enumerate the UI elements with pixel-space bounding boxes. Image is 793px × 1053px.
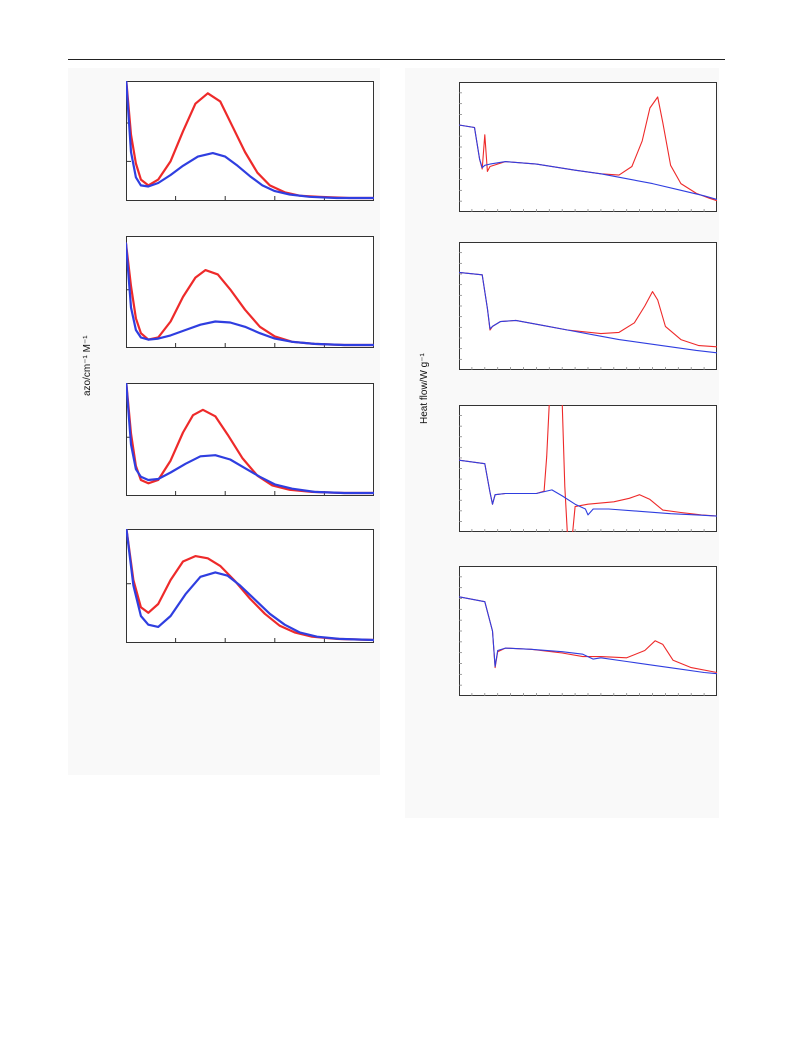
- blue-series-line: [459, 596, 717, 675]
- series-group: [459, 96, 717, 202]
- blue-series-line: [126, 383, 374, 495]
- blue-series-line: [126, 242, 374, 347]
- blue-series-line: [459, 271, 717, 354]
- series-group: [126, 529, 374, 642]
- plot-frame: [459, 566, 717, 696]
- red-series-line: [126, 383, 374, 495]
- red-series-line: [459, 271, 717, 348]
- series-group: [459, 271, 717, 354]
- series-group: [459, 405, 717, 532]
- plot-frame: [126, 81, 374, 201]
- absorption-plot-1: [126, 81, 374, 201]
- plot-frame: [459, 242, 717, 370]
- absorption-plot-4: [126, 529, 374, 643]
- absorption-plot-2: [126, 236, 374, 348]
- series-group: [126, 383, 374, 495]
- series-group: [126, 81, 374, 200]
- blue-series-line: [459, 459, 717, 517]
- red-series-line: [459, 96, 717, 202]
- series-group: [459, 596, 717, 675]
- dsc-plot-3: [459, 405, 717, 532]
- header-rule: [68, 59, 725, 60]
- plot-frame: [126, 529, 374, 643]
- dsc-plot-1: [459, 82, 717, 212]
- plot-frame: [126, 383, 374, 496]
- dsc-plot-2: [459, 242, 717, 370]
- absorption-y-axis-label: azo/cm⁻¹ M⁻¹: [82, 335, 93, 396]
- red-series-line: [126, 529, 374, 642]
- blue-series-line: [459, 124, 717, 201]
- dsc-plot-4: [459, 566, 717, 696]
- plot-frame: [459, 82, 717, 212]
- blue-series-line: [126, 81, 374, 200]
- series-group: [126, 242, 374, 347]
- heat-flow-y-axis-label: Heat flow/W g⁻¹: [419, 353, 430, 424]
- blue-series-line: [126, 529, 374, 642]
- absorption-plot-3: [126, 383, 374, 496]
- plot-frame: [459, 405, 717, 532]
